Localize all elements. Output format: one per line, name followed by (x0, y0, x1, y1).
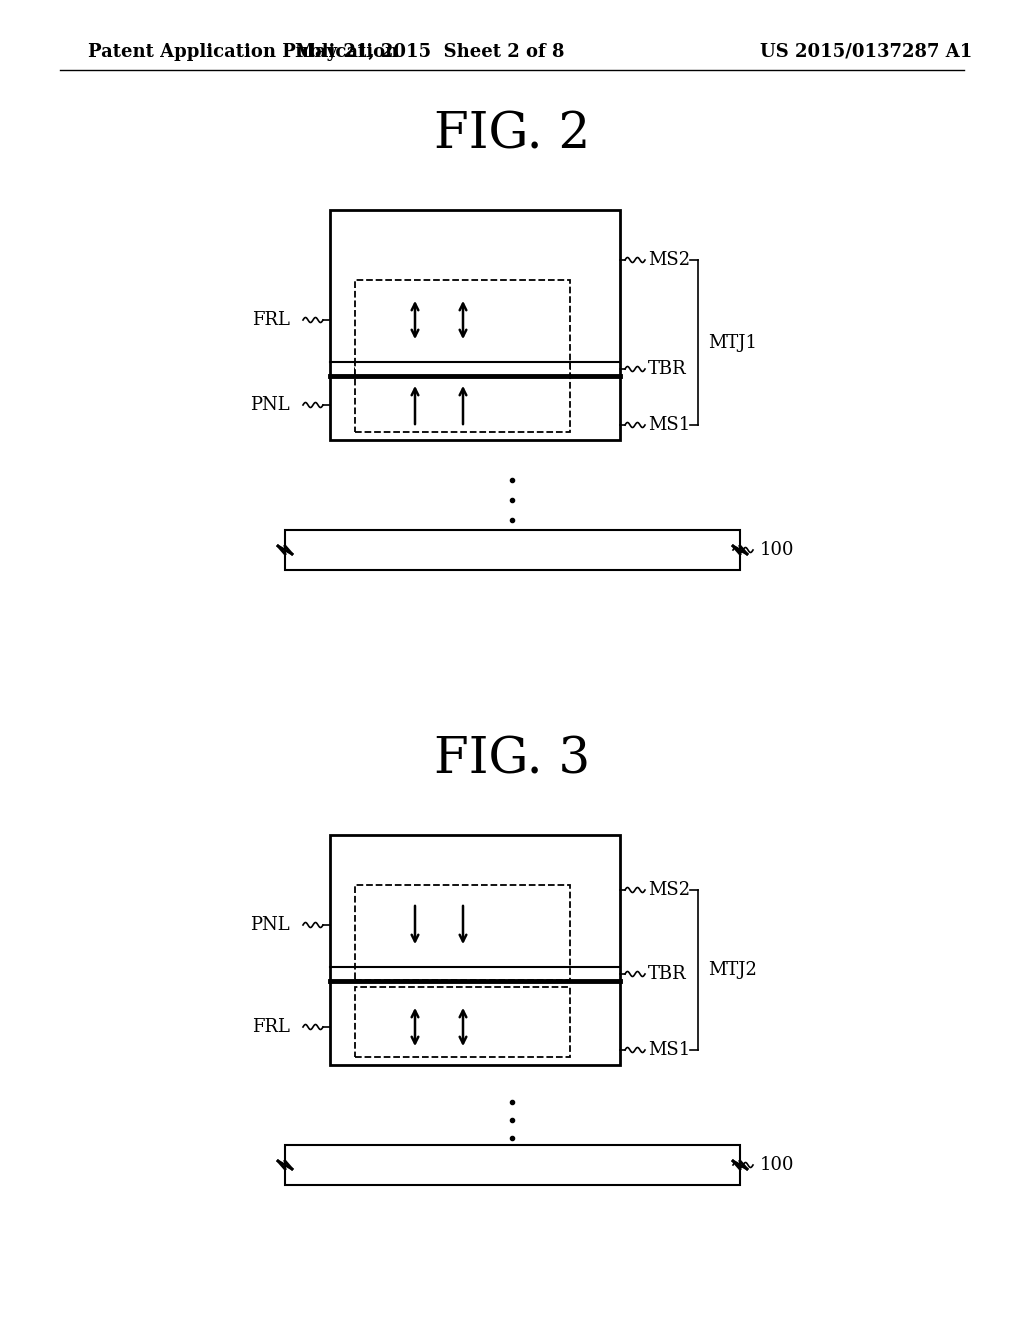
Text: FIG. 2: FIG. 2 (434, 111, 590, 160)
Text: TBR: TBR (648, 965, 687, 983)
Text: MS1: MS1 (648, 1041, 690, 1059)
Bar (285, 1144, 740, 1185)
Bar (355, 280, 570, 375)
Text: MS1: MS1 (648, 416, 690, 434)
Text: MTJ1: MTJ1 (708, 334, 757, 352)
Text: May 21, 2015  Sheet 2 of 8: May 21, 2015 Sheet 2 of 8 (295, 44, 565, 61)
Bar (355, 884, 570, 979)
Bar (330, 836, 620, 1065)
Text: TBR: TBR (648, 360, 687, 378)
Text: US 2015/0137287 A1: US 2015/0137287 A1 (760, 44, 972, 61)
Text: PNL: PNL (251, 396, 290, 414)
Text: Patent Application Publication: Patent Application Publication (88, 44, 398, 61)
Text: MTJ2: MTJ2 (708, 961, 757, 979)
Text: MS2: MS2 (648, 880, 690, 899)
Text: PNL: PNL (251, 916, 290, 935)
Bar (285, 531, 740, 570)
Text: FRL: FRL (252, 312, 290, 329)
Text: 100: 100 (760, 541, 795, 558)
Bar (330, 210, 620, 440)
Text: FRL: FRL (252, 1018, 290, 1036)
Text: MS2: MS2 (648, 251, 690, 269)
Text: FIG. 3: FIG. 3 (434, 735, 590, 784)
Bar (355, 987, 570, 1057)
Text: 100: 100 (760, 1156, 795, 1173)
Bar (355, 362, 570, 432)
